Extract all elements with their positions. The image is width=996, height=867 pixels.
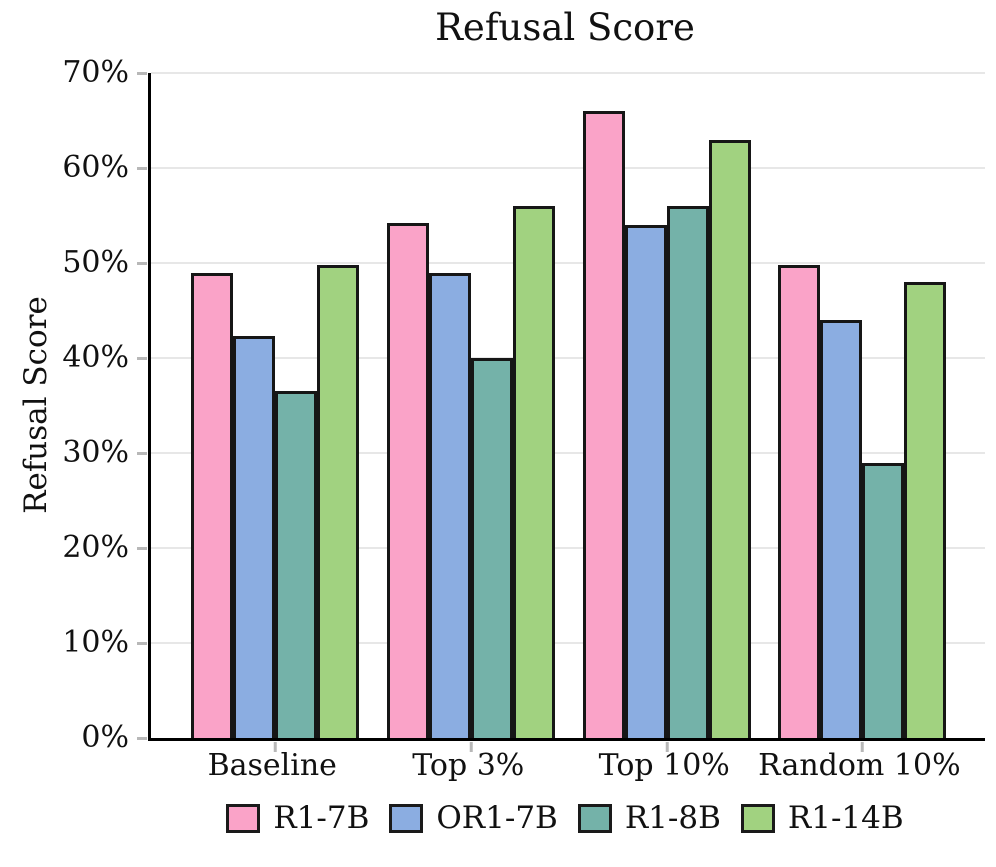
bar-group-top-3- [387,206,556,738]
bar-r1-7b [583,111,626,738]
legend-swatch-icon [740,803,775,833]
x-tick-label: Top 10% [598,748,730,783]
y-tick-mark [137,167,147,170]
y-tick-mark [137,357,147,360]
bar-r1-14b [317,264,360,738]
legend: R1-7B OR1-7B R1-8B R1-14B [148,800,982,836]
gridline [151,72,985,74]
gridline [151,452,985,454]
y-axis-label: Refusal Score [18,296,54,514]
bar-r1-7b [191,272,234,738]
bar-r1-8b [471,358,514,738]
bar-r1-8b [862,462,905,738]
gridline [151,642,985,644]
legend-swatch-icon [226,803,261,833]
x-tick-label: Random 10% [758,748,961,783]
y-tick-mark [137,262,147,265]
y-tick-label: 40% [62,340,129,375]
bar-or1-7b [820,320,863,738]
plot-area: 0% 10% 20% 30% 40% 50% 60% 70% [62,58,985,753]
y-tick-label: 60% [62,150,129,185]
y-tick-mark [137,642,147,645]
gridline [151,262,985,264]
x-tick-mark [470,742,473,752]
bar-r1-7b [387,223,430,738]
y-tick-label: 30% [62,435,129,470]
x-tick-mark [861,742,864,752]
gridline [151,547,985,549]
x-tick-mark [665,742,669,752]
y-tick-label: 20% [62,530,129,565]
legend-label: R1-7B [273,800,370,836]
y-tick-label: 70% [62,55,129,90]
x-tick-label: Top 3% [412,748,525,783]
bar-group-baseline [191,264,360,738]
bar-or1-7b [429,272,472,738]
bar-r1-8b [667,206,710,738]
y-tick-label: 0% [81,720,129,755]
legend-item-or1-7b: OR1-7B [389,800,558,836]
legend-item-r1-7b: R1-7B [226,800,369,836]
legend-label: OR1-7B [436,800,558,836]
x-tick-label: Baseline [207,748,337,783]
bar-r1-14b [709,139,752,738]
legend-label: R1-14B [787,800,904,836]
y-tick-mark [137,547,147,550]
bar-r1-8b [275,391,318,738]
gridline [151,167,985,169]
legend-item-r1-14b: R1-14B [740,800,904,836]
legend-swatch-icon [389,803,424,833]
y-tick-mark [137,452,147,455]
y-tick-label: 10% [62,625,129,660]
bar-group-random-10- [778,264,947,738]
bar-group-top-10- [583,111,752,738]
bar-r1-14b [904,282,947,738]
x-tick-mark [274,742,277,752]
gridline [151,357,985,359]
chart-title: Refusal Score [435,6,695,49]
bar-or1-7b [233,336,276,738]
bar-r1-14b [513,206,556,738]
bar-r1-7b [778,264,821,738]
legend-item-r1-8b: R1-8B [577,800,721,836]
legend-label: R1-8B [624,800,721,836]
legend-swatch-icon [577,803,612,833]
y-tick-mark [137,72,147,75]
y-tick-mark [137,737,147,740]
y-tick-label: 50% [62,245,129,280]
bar-or1-7b [625,225,668,738]
